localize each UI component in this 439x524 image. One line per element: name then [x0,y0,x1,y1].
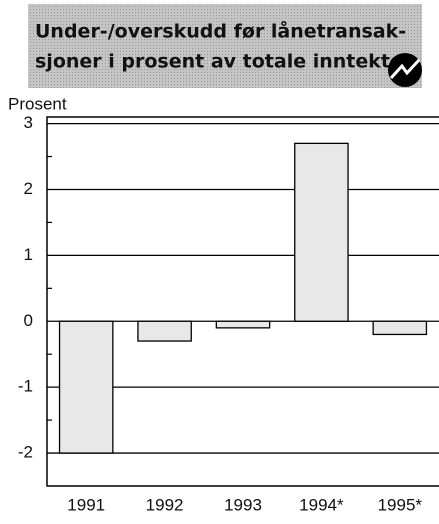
y-tick-label: -1 [18,377,33,396]
title-box [28,4,422,88]
y-tick-label: 0 [24,311,33,330]
chart-title: Under-/overskudd før lånetransak- [35,19,406,43]
y-tick-label: 1 [24,245,33,264]
plot-frame [46,116,439,487]
y-tick-label: 3 [24,113,33,132]
logo [388,53,422,87]
y-axis-label: Prosent [8,94,67,113]
x-tick-label: 1994* [299,495,344,514]
x-tick-label: 1992 [146,495,184,514]
bar [58,320,114,454]
y-tick-label: 2 [24,179,33,198]
chart-title: sjoner i prosent av totale inntekter [35,51,413,73]
bar [294,142,349,322]
x-tick-label: 1995* [378,495,423,514]
bar [215,320,271,329]
x-tick-label: 1993 [224,495,262,514]
bar [372,320,428,336]
x-tick-label: 1991 [67,495,105,514]
y-tick-label: -2 [18,443,33,462]
bar [137,320,192,342]
